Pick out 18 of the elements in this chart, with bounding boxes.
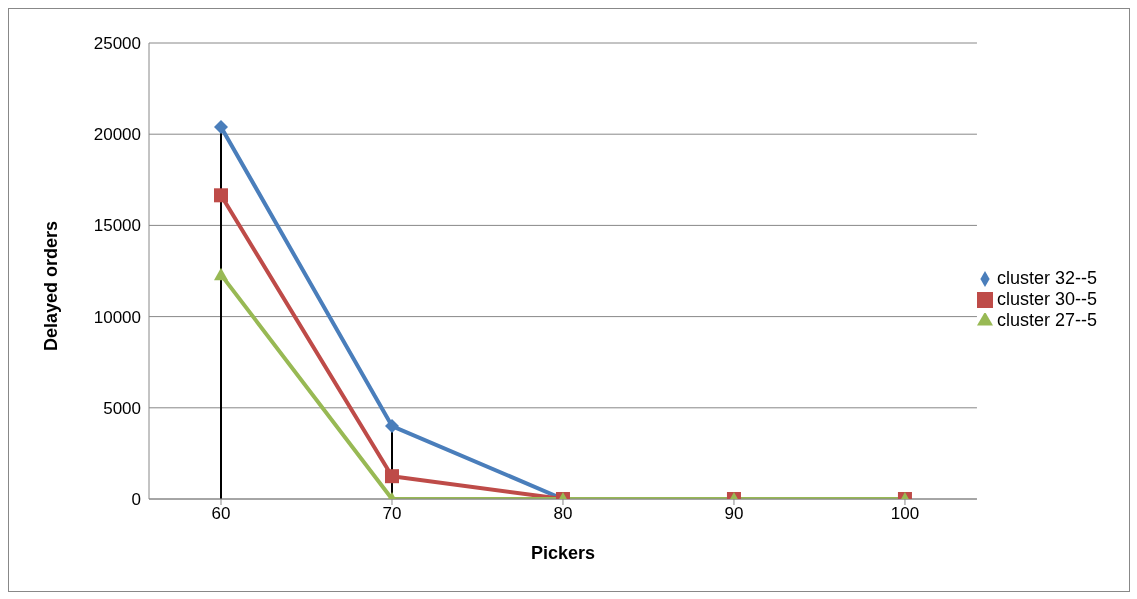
point (214, 119, 228, 134)
y-tick-label: 0 (131, 490, 141, 510)
x-tick-label: 80 (553, 504, 573, 524)
legend-label: cluster 32--5 (996, 267, 1097, 288)
x-tick-label: 100 (890, 504, 920, 524)
y-tick-label: 25000 (93, 34, 141, 54)
x-tick-label: 90 (724, 504, 744, 524)
legend-label: cluster 30--5 (996, 288, 1097, 309)
y-tick-label: 5000 (103, 398, 141, 418)
y-tick-label: 15000 (93, 216, 141, 236)
y-axis-title: Delayed orders (41, 220, 62, 351)
y-tick-label: 10000 (93, 307, 141, 327)
x-axis-title: Pickers (530, 543, 596, 563)
point (214, 188, 228, 203)
y-tick-label: 20000 (93, 125, 141, 145)
legend-label: cluster 27--5 (996, 309, 1097, 330)
x-tick-label: 60 (211, 504, 231, 524)
x-tick-label: 70 (382, 504, 402, 524)
